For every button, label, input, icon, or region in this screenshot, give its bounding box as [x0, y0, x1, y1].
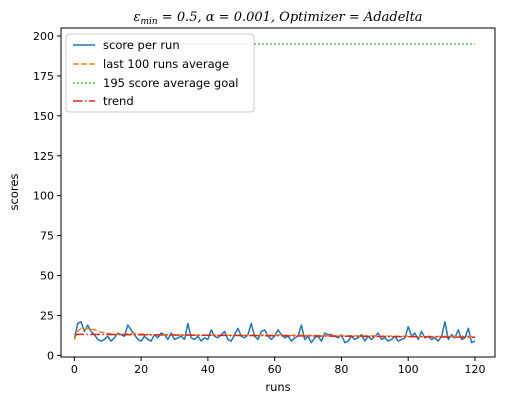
legend-entry: last 100 runs average [73, 57, 229, 71]
y-tick-label: 200 [33, 30, 54, 43]
legend-label: score per run [103, 38, 180, 52]
y-axis-label: scores [7, 174, 21, 211]
y-tick-label: 50 [40, 270, 54, 283]
x-tick-label: 60 [268, 363, 282, 376]
legend-label: last 100 runs average [103, 57, 229, 71]
y-tick-label: 0 [47, 349, 54, 362]
x-tick-label: 100 [398, 363, 419, 376]
x-tick-label: 80 [334, 363, 348, 376]
legend-entry: 195 score average goal [73, 76, 238, 90]
legend-entry: trend [73, 94, 134, 108]
x-tick-label: 120 [464, 363, 485, 376]
y-axis: 0 25 50 75 100 125 150 175 200 [33, 30, 61, 362]
plot-area [60, 27, 496, 358]
legend-box [65, 33, 255, 113]
y-tick-label: 75 [40, 230, 54, 243]
x-axis: 0 20 40 60 80 100 120 [71, 357, 485, 376]
series-layer [73, 43, 476, 344]
series-line-trend [74, 333, 475, 338]
x-tick-label: 40 [201, 363, 215, 376]
x-tick-label: 20 [134, 363, 148, 376]
legend-label: trend [103, 94, 134, 108]
y-tick-label: 150 [33, 110, 54, 123]
y-tick-label: 175 [33, 70, 54, 83]
legend-label: 195 score average goal [103, 76, 238, 90]
y-tick-label: 125 [33, 150, 54, 163]
x-tick-label: 0 [71, 363, 78, 376]
legend: score per run last 100 runs average 195 … [65, 33, 255, 113]
x-axis-label: runs [265, 380, 290, 394]
legend-entry: score per run [73, 38, 180, 52]
y-tick-label: 100 [33, 190, 54, 203]
plot-frame [60, 27, 496, 358]
y-tick-label: 25 [40, 309, 54, 322]
chart-title: εmin = 0.5, α = 0.001, Optimizer = Adade… [133, 10, 422, 27]
